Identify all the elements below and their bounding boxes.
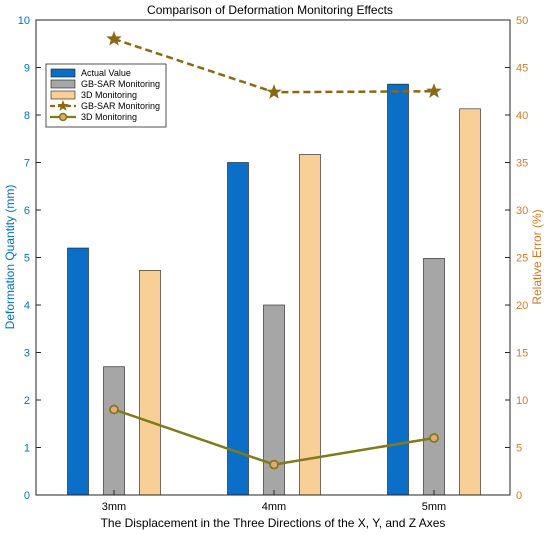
tick-label-right-4: 20 — [516, 300, 528, 312]
tick-label-left-6: 6 — [24, 205, 30, 217]
bar-0-2 — [387, 83, 409, 496]
legend-label-2: 3D Monitoring — [81, 90, 137, 100]
y-axis-label-right: Relative Error (%) — [530, 209, 544, 304]
tick-label-left-3: 3 — [24, 348, 30, 360]
tick-label-right-9: 45 — [516, 63, 528, 75]
legend-label-3: GB-SAR Monitoring — [81, 101, 160, 111]
point-1-2 — [429, 433, 439, 443]
tick-label-left-9: 9 — [24, 63, 30, 75]
legend-marker-4 — [58, 112, 68, 122]
tick-label-right-8: 40 — [516, 110, 528, 122]
bar-2-0 — [139, 270, 161, 496]
bar-0-0 — [67, 247, 89, 496]
tick-label-left-2: 2 — [24, 395, 30, 407]
tick-label-right-0: 0 — [516, 490, 522, 502]
tick-label-left-10: 10 — [18, 15, 30, 27]
point-1-0 — [109, 404, 119, 415]
legend-swatch-0 — [50, 68, 76, 78]
bar-0-1 — [227, 162, 249, 496]
tick-label-left-0: 0 — [24, 490, 30, 502]
tick-label-x-1: 4mm — [262, 501, 286, 513]
bar-1-0 — [103, 366, 125, 496]
tick-label-left-8: 8 — [24, 110, 30, 122]
x-axis-label: The Displacement in the Three Directions… — [101, 516, 446, 530]
bar-1-2 — [423, 258, 445, 496]
point-0-1 — [266, 84, 282, 99]
legend-label-1: GB-SAR Monitoring — [81, 79, 160, 89]
y-axis-label-left: Deformation Quantity (mm) — [3, 185, 17, 330]
tick-label-x-0: 3mm — [102, 501, 126, 513]
legend-label-0: Actual Value — [81, 68, 131, 78]
tick-label-left-5: 5 — [24, 253, 30, 265]
point-0-0 — [106, 30, 122, 46]
legend-swatch-1 — [50, 79, 76, 89]
bar-2-1 — [299, 154, 321, 496]
tick-label-right-6: 30 — [516, 205, 528, 217]
point-0-2 — [426, 83, 442, 98]
tick-label-left-7: 7 — [24, 158, 30, 170]
tick-label-right-5: 25 — [516, 253, 528, 265]
tick-label-x-2: 5mm — [422, 501, 446, 513]
legend-swatch-2 — [50, 90, 76, 100]
tick-label-right-10: 50 — [516, 15, 528, 27]
tick-label-right-3: 15 — [516, 348, 528, 360]
tick-label-left-4: 4 — [24, 300, 30, 312]
chart-title: Comparison of Deformation Monitoring Eff… — [147, 3, 393, 17]
tick-label-right-7: 35 — [516, 158, 528, 170]
tick-label-left-1: 1 — [24, 443, 30, 455]
tick-label-right-1: 5 — [516, 443, 522, 455]
legend-marker-3 — [57, 100, 69, 111]
point-1-1 — [269, 459, 279, 470]
bar-2-2 — [459, 108, 481, 496]
tick-label-right-2: 10 — [516, 395, 528, 407]
legend-label-4: 3D Monitoring — [81, 112, 137, 122]
